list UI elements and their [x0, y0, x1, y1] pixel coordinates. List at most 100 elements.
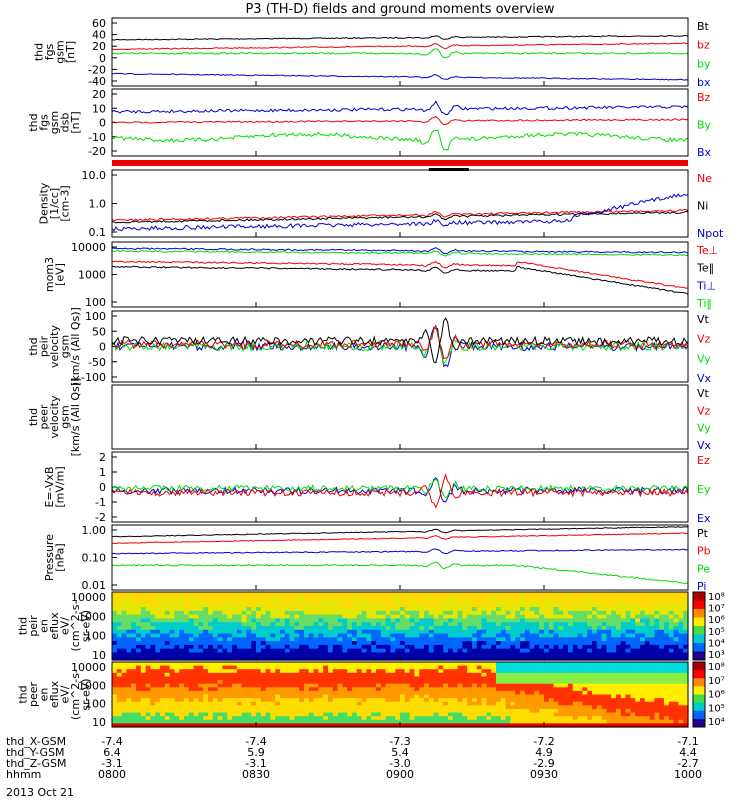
spectrogram-cell [424, 610, 430, 616]
spectrogram-cell [280, 603, 286, 608]
spectrogram-cell [558, 603, 564, 608]
spectrogram-cell [577, 690, 583, 696]
spectrogram-cell [572, 723, 579, 728]
spectrogram-cell [232, 603, 238, 608]
spectrogram-cell [510, 607, 516, 612]
spectrogram-cell [620, 665, 627, 670]
spectrogram-cell [524, 622, 531, 627]
footer-value: -7.1 [677, 735, 698, 748]
spectrogram-cell [179, 652, 185, 657]
spectrogram-cell [265, 626, 271, 631]
spectrogram-cell [616, 690, 622, 696]
spectrogram-cell [155, 705, 161, 710]
spectrogram-cell [544, 662, 550, 667]
spectrogram-cell [534, 701, 540, 706]
spectrogram-cell [193, 614, 199, 620]
spectrogram-cell [433, 637, 439, 642]
spectrogram-cell [467, 603, 473, 608]
spectrogram-cell [462, 610, 468, 616]
spectrogram-cell [649, 683, 655, 688]
panel-ylabel-line: gsm [59, 335, 72, 358]
spectrogram-cell [116, 656, 123, 661]
spectrogram-cell [529, 626, 535, 631]
spectrogram-cell [337, 719, 343, 724]
spectrogram-cell [275, 683, 281, 688]
spectrogram-cell [246, 652, 252, 657]
spectrogram-cell [376, 622, 382, 627]
spectrogram-cell [486, 610, 492, 616]
spectrogram-cell [347, 723, 353, 728]
spectrogram-cell [664, 607, 670, 612]
panel-ylabel-line: thd [27, 113, 40, 131]
spectrogram-cell [630, 687, 636, 692]
spectrogram-cell [596, 690, 603, 696]
spectrogram-cell [592, 662, 598, 667]
spectrogram-cell [443, 701, 449, 706]
spectrogram-cell [256, 610, 262, 616]
spectrogram-cell [284, 676, 291, 681]
spectrogram-cell [438, 618, 444, 623]
spectrogram-cell [635, 683, 641, 688]
panel-ylabel-line: [nPa] [53, 543, 66, 571]
spectrogram-cell [136, 690, 142, 696]
spectrogram-cell [256, 698, 262, 703]
spectrogram-cell [270, 592, 276, 597]
spectrogram-cell [337, 690, 343, 696]
spectrogram-cell [347, 690, 353, 696]
spectrogram-cell [457, 641, 463, 646]
spectrogram-cell [352, 662, 358, 667]
spectrogram-cell [448, 614, 454, 620]
panel-tick-label: 20 [92, 88, 106, 101]
panel-ylabel-line: Density [38, 182, 51, 224]
spectrogram-cell [184, 603, 190, 608]
spectrogram-cell [208, 716, 214, 721]
spectrogram-cell [260, 652, 267, 657]
spectrogram-cell [184, 595, 190, 601]
spectrogram-cell [428, 676, 435, 681]
spectrogram-cell [299, 648, 305, 654]
spectrogram-cell [659, 680, 665, 685]
spectrogram-cell [452, 595, 459, 601]
spectrogram-cell [294, 712, 300, 717]
spectrogram-cell [668, 622, 675, 627]
spectrogram-cell [289, 595, 295, 601]
spectrogram-cell [520, 644, 526, 650]
spectrogram-cell [284, 687, 291, 692]
spectrogram-cell [145, 641, 151, 646]
spectrogram-cell [222, 694, 228, 699]
spectrogram-cell [419, 705, 425, 710]
spectrogram-cell [390, 694, 396, 699]
spectrogram-cell [606, 665, 612, 670]
panel-9: thdpeirenefluxeV/(cm^2-s-sr-eV)100001000… [17, 591, 725, 662]
panel-ylabel-line: [eV] [53, 263, 66, 286]
spectrogram-cell [160, 626, 166, 631]
spectrogram-cell [356, 716, 363, 721]
spectrogram-cell [496, 641, 502, 646]
spectrogram-cell [644, 723, 651, 728]
spectrogram-cell [193, 595, 199, 601]
spectrogram-cell [678, 680, 684, 685]
spectrogram-cell [635, 652, 641, 657]
spectrogram-cell [678, 633, 684, 638]
spectrogram-cell [332, 690, 339, 696]
spectrogram-cell [400, 672, 406, 678]
spectrogram-cell [524, 698, 531, 703]
legend-item: Pi [697, 580, 706, 593]
spectrogram-cell [563, 701, 569, 706]
spectrogram-cell [529, 656, 535, 661]
spectrogram-cell [188, 592, 195, 597]
spectrogram-cell [448, 708, 454, 714]
spectrogram-cell [380, 698, 387, 703]
spectrogram-cell [126, 626, 132, 631]
spectrogram-cell [592, 637, 598, 642]
spectrogram-cell [467, 672, 473, 678]
spectrogram-cell [246, 708, 252, 714]
spectrogram-cell [227, 592, 233, 597]
spectrogram-cell [606, 719, 612, 724]
spectrogram-cell [294, 599, 300, 604]
spectrogram-cell [659, 690, 665, 696]
spectrogram-cell [256, 701, 262, 706]
spectrogram-cell [496, 687, 502, 692]
spectrogram-cell [438, 644, 444, 650]
spectrogram-cell [361, 595, 367, 601]
